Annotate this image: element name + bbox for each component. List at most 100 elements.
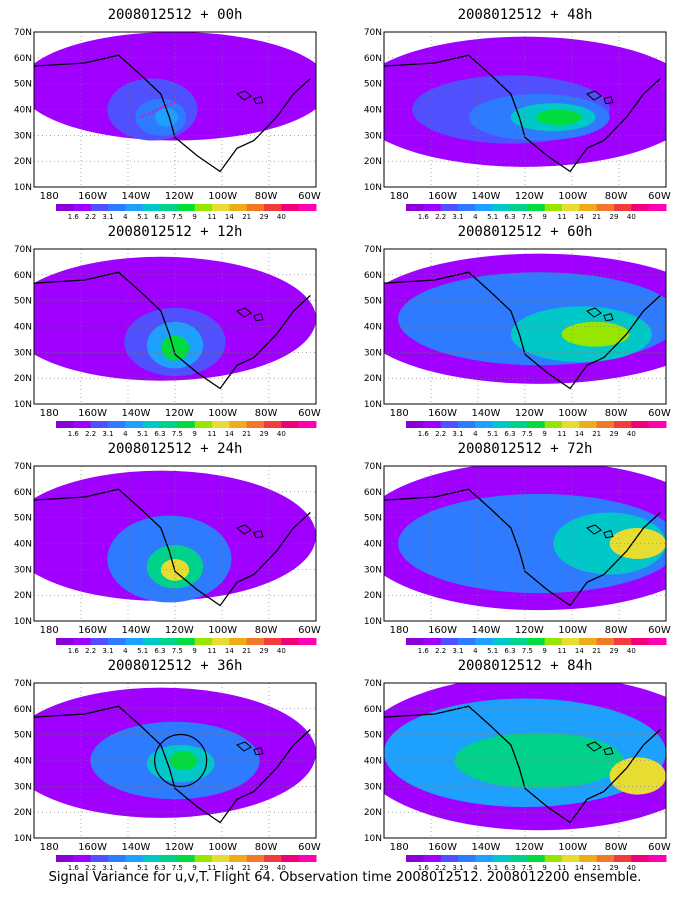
colorbar-label: 40	[277, 213, 286, 220]
colorbar-swatch	[298, 204, 317, 211]
colorbar-label: 14	[225, 647, 234, 654]
colorbar-swatch	[527, 421, 546, 428]
colorbar-label: 7.5	[172, 864, 183, 871]
colorbar-label: 40	[627, 647, 636, 654]
colorbar-swatch	[458, 421, 476, 428]
colorbar-swatch	[631, 204, 650, 211]
colorbar-swatch	[510, 421, 528, 428]
lat-tick-label: 10N	[14, 834, 32, 844]
great-lakes	[586, 524, 614, 539]
colorbar-swatch	[108, 204, 126, 211]
map-panel: 2008012512 + 72h 70N 60N 50N 40N 30N 20N 10N 180…	[350, 436, 700, 654]
colorbar-label: 9	[192, 430, 196, 437]
great-lakes	[586, 307, 614, 322]
colorbar-swatch	[246, 638, 265, 645]
colorbar-label: 6.3	[504, 864, 515, 871]
colorbar-swatch	[281, 204, 300, 211]
colorbar-label: 21	[242, 647, 251, 654]
colorbar-label: 29	[260, 647, 269, 654]
colorbar-swatch	[108, 855, 126, 862]
coastline	[384, 488, 661, 607]
colorbar-swatch	[264, 421, 282, 428]
colorbar-label: 7.5	[522, 430, 533, 437]
colorbar-label: 40	[277, 647, 286, 654]
colorbar-label: 4	[473, 213, 478, 220]
colorbar-label: 2.2	[435, 430, 446, 437]
colorbar-label: 5.1	[487, 213, 498, 220]
colorbar-label: 4	[473, 430, 478, 437]
lat-tick-label: 20N	[14, 808, 32, 818]
variance-map: 70N 60N 50N 40N 30N 20N 10N 180 160W 140W 120W 100W…	[14, 462, 321, 654]
colorbar-label: 2.2	[435, 213, 446, 220]
colorbar-swatch	[90, 855, 109, 862]
colorbar-swatch	[56, 638, 74, 645]
colorbar-label: 40	[627, 864, 636, 871]
lat-tick-label: 70N	[364, 245, 382, 255]
lat-tick-label: 50N	[364, 297, 382, 307]
colorbar-swatch	[544, 855, 563, 862]
panel-title: 2008012512 + 72h	[457, 441, 593, 457]
colorbar-label: 7.5	[172, 647, 183, 654]
colorbar-label: 3.1	[102, 647, 113, 654]
colorbar-swatch	[527, 204, 546, 211]
colorbar-swatch	[264, 638, 282, 645]
colorbar-swatch	[406, 638, 424, 645]
panel-title: 2008012512 + 60h	[457, 224, 593, 240]
colorbar-swatch	[212, 638, 230, 645]
colorbar-label: 14	[575, 647, 584, 654]
colorbar-swatch	[281, 855, 300, 862]
variance-contour	[34, 75, 97, 113]
lon-tick-label: 160W	[428, 625, 457, 636]
lon-tick-label: 100W	[558, 408, 587, 419]
colorbar-label: 21	[242, 864, 251, 871]
lat-tick-label: 20N	[14, 157, 32, 167]
colorbar-label: 6.3	[504, 647, 515, 654]
lat-tick-label: 70N	[364, 28, 382, 38]
panel-title: 2008012512 + 48h	[457, 7, 593, 23]
colorbar-label: 5.1	[487, 864, 498, 871]
colorbar-swatch	[631, 421, 650, 428]
lat-tick-label: 70N	[14, 462, 32, 472]
lon-tick-label: 100W	[558, 191, 587, 202]
colorbar-swatch	[423, 638, 442, 645]
colorbar-swatch	[246, 204, 265, 211]
figure-caption: Signal Variance for u,v,T. Flight 64. Ob…	[48, 870, 642, 885]
colorbar-swatch	[492, 421, 511, 428]
lon-tick-label: 60W	[298, 842, 321, 853]
colorbar-swatch	[73, 421, 92, 428]
colorbar-label: 1.6	[418, 647, 430, 654]
lat-tick-label: 40N	[14, 106, 32, 116]
colorbar-label: 21	[592, 864, 601, 871]
colorbar-label: 1.6	[68, 864, 80, 871]
lon-tick-label: 100W	[208, 625, 237, 636]
coastline	[34, 705, 311, 824]
lon-tick-label: 60W	[298, 191, 321, 202]
colorbar-label: 21	[242, 213, 251, 220]
colorbar-swatch	[73, 855, 92, 862]
lon-tick-label: 100W	[208, 842, 237, 853]
lat-tick-label: 20N	[14, 374, 32, 384]
coastline	[384, 705, 661, 824]
lat-tick-label: 60N	[364, 488, 382, 498]
colorbar-swatch	[510, 204, 528, 211]
colorbar-swatch	[440, 638, 459, 645]
colorbar-swatch	[160, 855, 178, 862]
colorbar-swatch	[56, 421, 74, 428]
lat-tick-label: 30N	[14, 131, 32, 141]
colorbar-swatch	[458, 204, 476, 211]
variance-map: 70N 60N 50N 40N 30N 20N 10N 180 160W 140W 120W 100W…	[364, 679, 671, 871]
lat-tick-label: 20N	[364, 374, 382, 384]
lat-tick-label: 30N	[14, 348, 32, 358]
colorbar-label: 40	[277, 864, 286, 871]
lon-tick-label: 140W	[471, 191, 500, 202]
lat-tick-label: 40N	[14, 323, 32, 333]
colorbar-label: 7.5	[522, 213, 533, 220]
colorbar-label: 11	[558, 647, 567, 654]
colorbar-swatch	[90, 204, 109, 211]
colorbar-swatch	[475, 204, 494, 211]
map-panel: 2008012512 + 12h 70N 60N 50N 40N 30N 20N 10N 180…	[0, 219, 350, 437]
colorbar-label: 21	[592, 647, 601, 654]
colorbar-swatch	[614, 204, 632, 211]
lon-tick-label: 80W	[605, 408, 628, 419]
lon-tick-label: 180	[40, 625, 59, 636]
